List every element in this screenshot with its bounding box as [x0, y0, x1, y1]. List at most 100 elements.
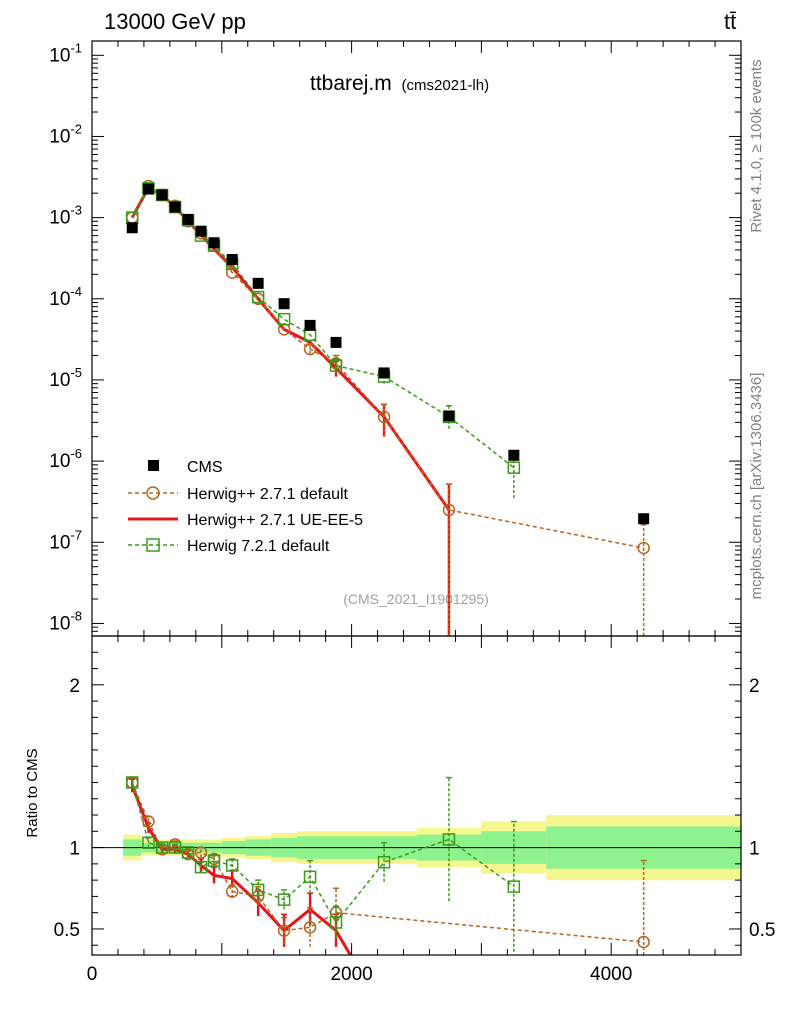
data-point-h721 [377, 855, 391, 869]
data-point-h271 [303, 921, 317, 934]
data-point-cms [195, 225, 207, 237]
x-tick-label: 0 [87, 964, 98, 985]
ratio-y-tick-label: 1 [69, 839, 80, 860]
ratio-y-tick-label-right: 2 [749, 676, 760, 697]
y-tick-label: 10-4 [49, 284, 82, 310]
ratio-frame [91, 635, 742, 956]
legend-marker-h721 [146, 538, 160, 552]
data-point-h721 [507, 880, 521, 893]
main-plot [125, 179, 650, 636]
ratio-plot [92, 776, 741, 955]
mcplots-label: mcplots.cern.ch [arXiv:1306.3436] [748, 373, 765, 600]
data-point-h271 [377, 410, 391, 424]
data-point-h721 [194, 860, 208, 874]
y-tick-label: 10-7 [49, 527, 82, 553]
y-tick-label-exp: -8 [70, 608, 82, 623]
legend-label-ueee5: Herwig++ 2.7.1 UE-EE-5 [187, 512, 363, 529]
data-point-h271 [225, 266, 239, 279]
data-point-h721 [442, 833, 456, 846]
ratio-data [92, 776, 741, 955]
data-point-h721 [207, 854, 221, 867]
data-point-cms [142, 183, 154, 195]
rivet-version-label: Rivet 4.1.0, ≥ 100k events [748, 59, 765, 232]
data-point-h721 [155, 841, 169, 854]
y-tick-label-base: 10 [49, 208, 70, 229]
data-point-cms [156, 189, 168, 201]
data-point-h271 [637, 541, 650, 555]
data-point-cms [208, 237, 220, 249]
series-line-ueee5 [130, 185, 451, 511]
data-point-cms [443, 410, 455, 422]
legend-label-cms: CMS [187, 459, 223, 476]
y-tick-label-base: 10 [49, 532, 70, 553]
y-tick-label-exp: -1 [70, 40, 82, 55]
data-point-cms [330, 336, 342, 348]
y-tick-label-exp: -3 [70, 203, 82, 218]
data-point-h721 [507, 461, 521, 474]
data-point-cms [252, 277, 264, 289]
x-tick-label: 4000 [590, 964, 632, 985]
y-tick-label-exp: -6 [70, 446, 82, 461]
ratio-y-tick-label: 0.5 [54, 920, 80, 941]
legend-marker-h271 [146, 486, 160, 500]
y-tick-label: 10-1 [49, 40, 82, 66]
analysis-watermark: (CMS_2021_I1901295) [343, 591, 489, 607]
x-tick-label: 2000 [330, 964, 372, 985]
y-tick-label-exp: -2 [70, 121, 82, 136]
data-point-h271 [277, 924, 291, 937]
plot-frames: 10-810-710-610-510-410-310-210-10 2000 400… [49, 40, 775, 985]
legend-label-h721: Herwig 7.2.1 default [187, 538, 330, 555]
plot-title-sub: (cms2021-lh) [402, 77, 490, 94]
ratio-y-tick-label: 2 [69, 676, 80, 697]
data-point-h721 [277, 312, 291, 326]
data-point-h271 [637, 935, 650, 949]
data-point-cms [169, 201, 181, 213]
data-point-h721 [251, 290, 265, 304]
data-point-h271 [303, 342, 317, 356]
y-tick-label-exp: -4 [70, 284, 82, 299]
data-point-cms [226, 253, 238, 265]
data-point-h721 [168, 841, 182, 854]
legend-label-h271: Herwig++ 2.7.1 default [187, 486, 349, 503]
data-point-h721 [125, 776, 139, 789]
y-tick-label-exp: -5 [70, 365, 82, 380]
y-tick-label-base: 10 [49, 45, 70, 66]
data-point-h721 [251, 883, 265, 897]
data-point-h721 [303, 870, 317, 884]
data-point-cms [638, 513, 650, 525]
legend: CMS Herwig++ 2.7.1 default Herwig++ 2.7.… [128, 459, 363, 555]
y-tick-label-base: 10 [49, 613, 70, 634]
data-point-h721 [329, 359, 343, 372]
data-point-h271 [277, 323, 291, 336]
ratio-y-tick-label-right: 1 [749, 839, 760, 860]
y-tick-label-exp: -7 [70, 527, 82, 542]
y-tick-label-base: 10 [49, 370, 70, 391]
y-tick-label-base: 10 [49, 126, 70, 147]
data-point-cms [508, 449, 520, 461]
data-point-h721 [225, 859, 239, 872]
data-point-h271 [194, 846, 208, 859]
data-point-h721 [277, 893, 291, 906]
data-point-h721 [142, 836, 155, 849]
data-point-cms [278, 298, 290, 310]
y-tick-label: 10-8 [49, 608, 82, 634]
data-point-h271 [251, 890, 265, 903]
data-point-h271 [142, 815, 155, 828]
data-point-h721 [329, 916, 343, 929]
legend-marker-cms [148, 460, 159, 471]
y-tick-label: 10-3 [49, 203, 82, 229]
data-point-h271 [442, 503, 456, 517]
data-point-h271 [225, 885, 239, 898]
series-line-ueee5 [130, 785, 353, 955]
data-point-h721 [181, 846, 195, 859]
y-tick-label: 10-2 [49, 121, 82, 147]
ratio-ylabel: Ratio to CMS [24, 748, 41, 837]
main-data [125, 179, 650, 636]
y-tick-label: 10-5 [49, 365, 82, 391]
process-label: tt̄ [724, 9, 736, 34]
series-line-h721 [131, 187, 515, 469]
y-tick-label: 10-6 [49, 446, 82, 472]
data-point-cms [304, 319, 316, 331]
data-point-cms [126, 222, 138, 234]
